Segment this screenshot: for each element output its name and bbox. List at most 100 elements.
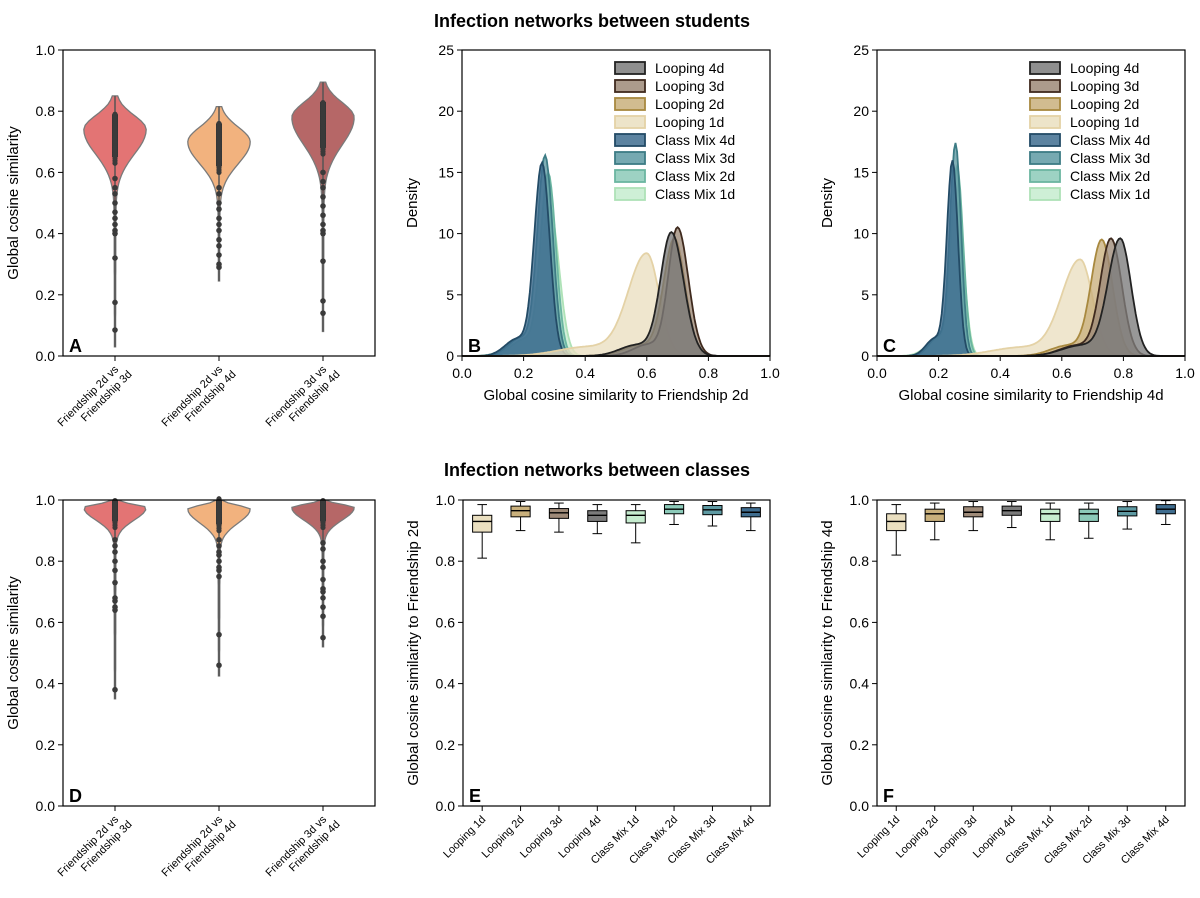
violin-outlier-point bbox=[320, 221, 326, 228]
violin-outlier-point bbox=[216, 236, 222, 243]
violin-outlier-point bbox=[112, 536, 118, 543]
violin-outlier-point bbox=[216, 215, 222, 222]
violin-outlier-point bbox=[320, 540, 326, 546]
legend-swatch bbox=[614, 115, 646, 129]
x-tick-label: 1.0 bbox=[1175, 365, 1195, 381]
violin-outlier-point bbox=[216, 200, 222, 206]
violin-dense-point bbox=[216, 120, 222, 127]
panel-a: 0.0 0.2 0.4 0.6 0.8 1.0 Global cosine similari… bbox=[5, 42, 376, 438]
violin-outlier-point bbox=[216, 227, 222, 234]
plot-frame bbox=[462, 499, 771, 807]
violin-outlier-point bbox=[216, 264, 222, 271]
y-tick-label: 0 bbox=[861, 348, 869, 364]
y-tick-label: 0.8 bbox=[36, 103, 56, 119]
violin-dense-point bbox=[320, 498, 326, 504]
density-curve bbox=[877, 237, 1185, 357]
y-tick-label: 0.4 bbox=[436, 676, 456, 692]
y-tick-label: 1.0 bbox=[36, 492, 56, 508]
violin-outlier-point bbox=[112, 543, 118, 549]
legend-label: Class Mix 4d bbox=[1070, 132, 1150, 148]
box-body bbox=[510, 505, 531, 518]
y-tick-label: 0.4 bbox=[36, 676, 56, 692]
violin-outlier-point bbox=[216, 191, 222, 197]
x-category-label: Friendship 2d vsFriendship 4d bbox=[160, 359, 239, 438]
violin-outlier-point bbox=[216, 567, 222, 574]
violin-outlier-point bbox=[320, 258, 326, 264]
y-tick-label: 10 bbox=[853, 226, 869, 242]
violin-outlier-point bbox=[320, 564, 326, 571]
violin-outlier-point bbox=[320, 595, 326, 601]
violin-outlier-point bbox=[320, 169, 326, 176]
y-tick-label: 5 bbox=[446, 287, 454, 303]
x-tick-label: 0.8 bbox=[699, 365, 719, 381]
violin-outlier-point bbox=[112, 200, 118, 206]
x-tick-label: 0.4 bbox=[990, 365, 1010, 381]
violin-outlier-point bbox=[112, 558, 118, 564]
y-tick-label: 0.6 bbox=[436, 614, 456, 630]
legend-label: Looping 3d bbox=[655, 78, 724, 94]
y-axis-label: Density bbox=[819, 177, 836, 228]
panel-label: F bbox=[883, 786, 894, 806]
legend-label: Looping 3d bbox=[1070, 78, 1139, 94]
legend-label: Class Mix 4d bbox=[655, 132, 735, 148]
y-axis-label: Global cosine similarity to Friendship 4… bbox=[819, 520, 836, 785]
violin-outlier-point bbox=[216, 558, 222, 564]
legend-swatch bbox=[614, 97, 646, 111]
legend-swatch bbox=[1029, 61, 1061, 75]
panel-e: 0.0 0.2 0.4 0.6 0.8 1.0 Global cosine similari… bbox=[405, 492, 771, 867]
panel-label: E bbox=[469, 786, 481, 806]
violin-outlier-point bbox=[112, 191, 118, 197]
violin-outlier-point bbox=[216, 631, 222, 638]
panel-f: 0.0 0.2 0.4 0.6 0.8 1.0 Global cosine similari… bbox=[819, 492, 1186, 867]
legend-label: Looping 1d bbox=[655, 114, 724, 130]
y-tick-label: 0.2 bbox=[850, 737, 870, 753]
y-tick-label: 20 bbox=[438, 103, 454, 119]
legend-label: Class Mix 2d bbox=[655, 168, 735, 184]
legend-swatch bbox=[1029, 97, 1061, 111]
y-tick-label: 0.0 bbox=[436, 798, 456, 814]
x-category-label: Friendship 3d vsFriendship 4d bbox=[264, 809, 343, 888]
y-tick-label: 0.2 bbox=[36, 737, 56, 753]
y-tick-label: 0.0 bbox=[36, 348, 56, 364]
violin-outlier-point bbox=[216, 573, 222, 580]
violin-outlier-point bbox=[112, 549, 118, 555]
violin-outlier-point bbox=[112, 209, 118, 215]
legend-label: Looping 1d bbox=[1070, 114, 1139, 130]
legend-label: Class Mix 3d bbox=[1070, 150, 1150, 166]
violin-outlier-point bbox=[320, 310, 326, 316]
violin-outlier-point bbox=[320, 576, 326, 583]
violin-dense-point bbox=[320, 100, 326, 106]
violin-outlier-point bbox=[320, 298, 326, 304]
violin-outlier-point bbox=[216, 184, 222, 191]
y-tick-label: 0.4 bbox=[850, 676, 870, 692]
y-tick-label: 0.8 bbox=[850, 553, 870, 569]
box-body bbox=[1040, 508, 1061, 522]
violin-outlier-point bbox=[216, 221, 222, 228]
legend-swatch bbox=[614, 151, 646, 165]
violin-outlier-point bbox=[216, 206, 222, 212]
legend-swatch bbox=[1029, 169, 1061, 183]
violin-outlier-point bbox=[216, 552, 222, 558]
violin-outlier-point bbox=[112, 579, 118, 586]
violin-outlier-point bbox=[112, 686, 118, 693]
violin-outlier-point bbox=[112, 230, 118, 237]
panel-label: A bbox=[69, 336, 82, 356]
violin-outlier-point bbox=[216, 243, 222, 249]
y-axis-label: Global cosine similarity to Friendship 2… bbox=[405, 520, 422, 785]
box-body bbox=[587, 510, 608, 522]
x-tick-label: 0.0 bbox=[867, 365, 887, 381]
violin-outlier-point bbox=[112, 255, 118, 261]
y-tick-label: 20 bbox=[853, 103, 869, 119]
violin-outlier-point bbox=[216, 662, 222, 669]
legend-label: Class Mix 1d bbox=[655, 186, 735, 202]
y-tick-label: 1.0 bbox=[436, 492, 456, 508]
y-tick-label: 0.6 bbox=[850, 614, 870, 630]
violin-outlier-point bbox=[320, 589, 326, 595]
x-tick-label: 0.8 bbox=[1114, 365, 1134, 381]
panel-d: 0.0 0.2 0.4 0.6 0.8 1.0 Global cosine similari… bbox=[5, 492, 376, 888]
box-body bbox=[886, 513, 907, 532]
y-tick-label: 0.8 bbox=[436, 553, 456, 569]
legend-swatch bbox=[614, 61, 646, 75]
x-tick-label: 0.6 bbox=[1052, 365, 1072, 381]
